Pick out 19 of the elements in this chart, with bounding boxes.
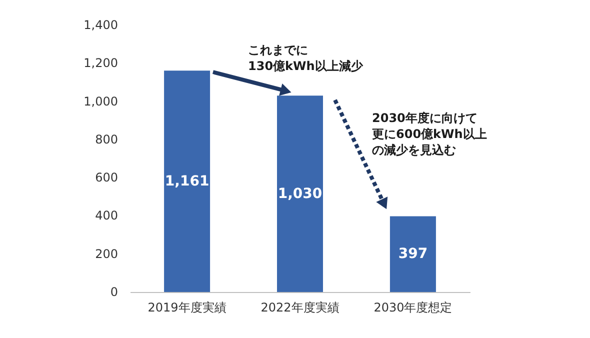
bar bbox=[164, 70, 210, 292]
y-tick-label: 1,000 bbox=[84, 94, 118, 108]
x-tick-label: 2030年度想定 bbox=[374, 300, 452, 314]
data-label: 1,161 bbox=[164, 173, 210, 190]
annotation: 2030年度に向けて更に600億kWh以上の減少を見込む bbox=[372, 111, 487, 157]
y-tick-label: 0 bbox=[110, 285, 118, 299]
bar bbox=[277, 96, 323, 292]
y-tick-label: 600 bbox=[95, 170, 118, 185]
y-tick-label: 1,400 bbox=[84, 18, 118, 32]
data-label: 1,030 bbox=[278, 186, 322, 202]
bar bbox=[390, 216, 436, 292]
x-tick-label: 2019年度実績 bbox=[148, 300, 226, 314]
y-tick-label: 800 bbox=[95, 132, 118, 146]
data-label: 397 bbox=[398, 246, 428, 262]
annotation: これまでに130億kWh以上減少 bbox=[248, 43, 364, 73]
x-tick-label: 2022年度実績 bbox=[260, 300, 340, 314]
y-tick-label: 400 bbox=[95, 208, 118, 223]
y-tick-label: 200 bbox=[95, 246, 118, 261]
y-tick-label: 1,200 bbox=[84, 56, 118, 70]
